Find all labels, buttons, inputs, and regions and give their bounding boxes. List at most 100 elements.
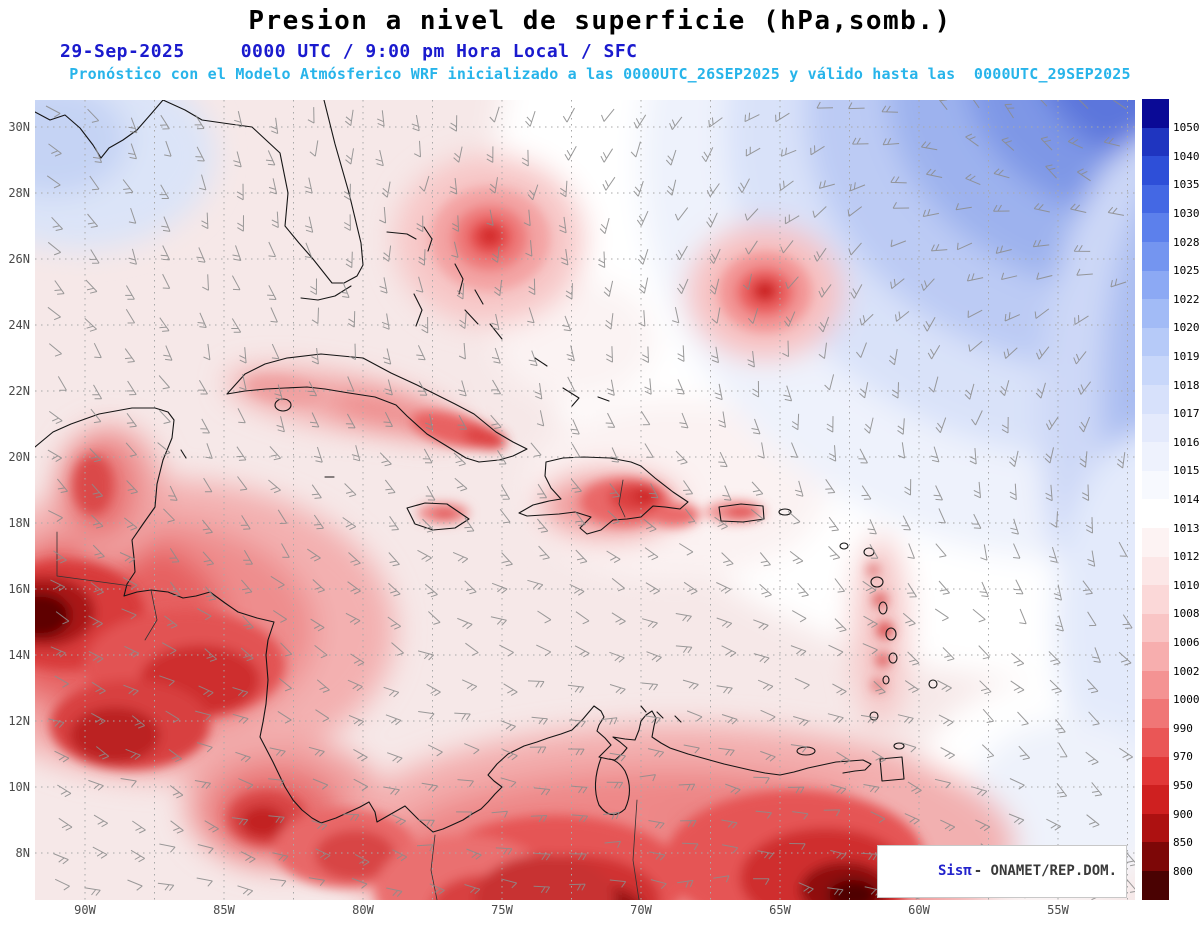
colorbar-tick-1012: 1012 [1173,550,1200,564]
lat-label-10N: 10N [8,780,30,794]
coast-lake-maracaibo [594,757,631,816]
colorbar-tick-1040: 1040 [1173,149,1200,163]
coast-hispaniola [518,456,689,535]
coast-trinidad [879,756,905,782]
lon-label-75W: 75W [491,903,513,917]
colorbar-segment [1142,728,1169,757]
lat-label-16N: 16N [8,582,30,596]
colorbar-tick-1018: 1018 [1173,378,1200,392]
wind-barbs [45,92,1138,901]
lat-label-18N: 18N [8,516,30,530]
colorbar-segment [1142,670,1169,700]
colorbar-tick-1020: 1020 [1173,321,1200,335]
lon-label-60W: 60W [908,903,930,917]
colorbar-segment [1142,756,1169,786]
colorbar-segment [1142,813,1169,843]
colorbar-labels: 1050 1040 1035 1030 1028 1025 1022 1020 1019 1018… [1173,99,1200,900]
lat-label-22N: 22N [8,384,30,398]
page-title: Presion a nivel de superficie (hPa,somb.… [248,6,952,36]
colorbar-tick-1019: 1019 [1173,349,1200,363]
colorbar-tick-1017: 1017 [1173,407,1200,421]
coast-isle-of-youth [274,398,292,412]
colorbar-tick-1002: 1002 [1173,664,1200,678]
lon-label-80W: 80W [352,903,374,917]
lat-label-24N: 24N [8,318,30,332]
colorbar-tick-990: 990 [1173,721,1193,735]
coast-jamaica [406,502,470,531]
colorbar-tick-1050: 1050 [1173,121,1200,135]
valid-time: 0000 UTC / 9:00 pm Hora Local / SFC [240,41,638,62]
colorbar-tick-950: 950 [1173,779,1193,793]
colorbar-segment [1142,699,1169,729]
colorbar-segment [1142,413,1169,443]
colorbar-tick-1015: 1015 [1173,464,1200,478]
valid-time-line: 29-Sep-2025 0000 UTC / 9:00 pm Hora Loca… [60,41,638,62]
colorbar-segment [1142,871,1169,900]
coast-small-islands [180,449,938,756]
colorbar-tick-1008: 1008 [1173,607,1200,621]
lat-label-30N: 30N [8,120,30,134]
lat-label-8N: 8N [15,846,30,860]
colorbar-segment [1142,156,1169,185]
pressure-colorbar [1142,99,1169,900]
colorbar-tick-1030: 1030 [1173,206,1200,220]
colorbar-segment [1142,99,1169,128]
colorbar-tick-970: 970 [1173,750,1193,764]
colorbar-segment [1142,299,1169,328]
credit-system: Sisπ [937,863,972,879]
colorbar-tick-1013: 1013 [1173,521,1200,535]
colorbar-segment [1142,184,1169,214]
coast-mainland [34,407,872,833]
lon-label-55W: 55W [1047,903,1069,917]
colorbar-segment [1142,470,1169,500]
model-info-line: Pronóstico con el Modelo Atmósferico WRF… [69,65,1131,83]
colorbar-tick-900: 900 [1173,807,1193,821]
colorbar-tick-1006: 1006 [1173,636,1200,650]
colorbar-segment [1142,842,1169,872]
colorbar-segment [1142,356,1169,385]
colorbar-tick-1010: 1010 [1173,578,1200,592]
lat-label-28N: 28N [8,186,30,200]
lat-label-26N: 26N [8,252,30,266]
colorbar-segment [1142,127,1169,157]
colorbar-segment [1142,785,1169,814]
colorbar-tick-800: 800 [1173,864,1193,878]
colorbar-segment [1142,442,1169,471]
colorbar-segment [1142,384,1169,414]
lon-label-85W: 85W [213,903,235,917]
colorbar-segment [1142,499,1169,528]
colorbar-tick-1022: 1022 [1173,292,1200,306]
coast-florida-keys [300,285,352,301]
country-borders [56,479,640,901]
colorbar-tick-850: 850 [1173,836,1193,850]
colorbar-tick-1016: 1016 [1173,435,1200,449]
colorbar-segment [1142,556,1169,586]
colorbar-segment [1142,241,1169,271]
colorbar-tick-1025: 1025 [1173,264,1200,278]
lat-label-12N: 12N [8,714,30,728]
colorbar-tick-1000: 1000 [1173,693,1200,707]
lon-label-70W: 70W [630,903,652,917]
longitude-axis: 90W 85W 80W 75W 70W 65W 60W 55W [35,903,1135,921]
credit-badge: Sisπ - ONAMET/REP.DOM. [877,845,1127,898]
coast-cuba [226,353,528,463]
valid-date: 29-Sep-2025 [60,41,185,62]
latitude-axis: 30N 28N 26N 24N 22N 20N 18N 16N 14N 12N 10N 8N [0,100,32,900]
credit-org: - ONAMET/REP.DOM. [973,863,1117,879]
lat-label-14N: 14N [8,648,30,662]
colorbar-tick-1014: 1014 [1173,493,1200,506]
lat-label-20N: 20N [8,450,30,464]
grid-lines [35,100,1135,900]
lon-label-90W: 90W [74,903,96,917]
coast-bahamas [386,226,610,407]
colorbar-segment [1142,642,1169,671]
lon-label-65W: 65W [769,903,791,917]
colorbar-segment [1142,213,1169,242]
colorbar-segment [1142,527,1169,557]
colorbar-segment [1142,270,1169,300]
colorbar-segment [1142,613,1169,643]
colorbar-segment [1142,585,1169,614]
